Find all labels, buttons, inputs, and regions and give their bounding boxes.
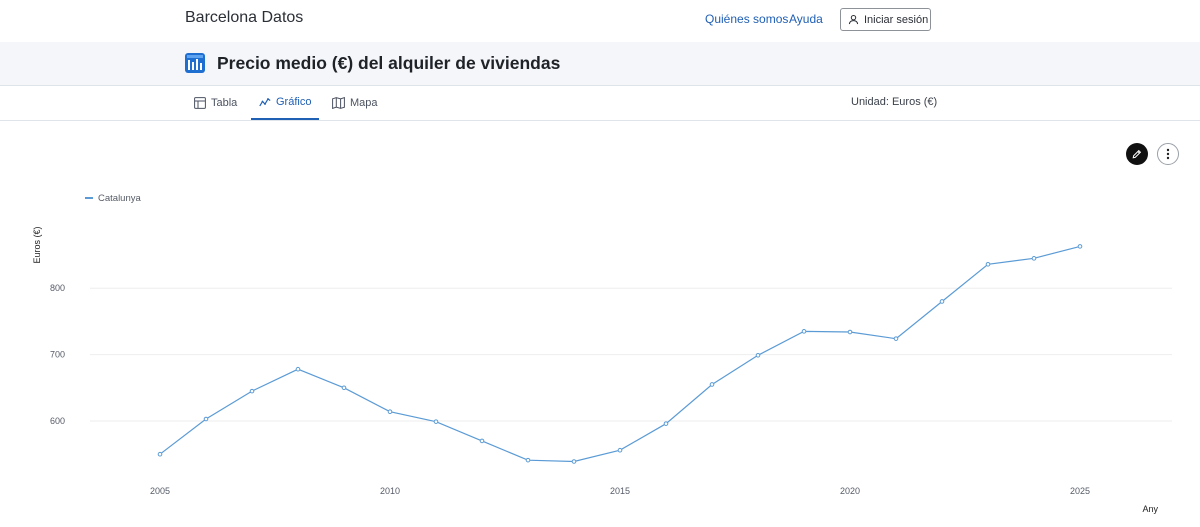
- tab-map-label: Mapa: [350, 97, 378, 109]
- data-point[interactable]: [479, 438, 485, 444]
- dataset-table-icon: [185, 53, 205, 73]
- grid-lines: [90, 287, 1172, 422]
- unit-label: Unidad: Euros (€): [851, 96, 938, 108]
- data-point[interactable]: [801, 329, 807, 334]
- tab-map[interactable]: Mapa: [324, 86, 386, 120]
- data-point[interactable]: [847, 329, 853, 335]
- data-point[interactable]: [939, 299, 945, 304]
- x-axis-ticks: 2005 2010 2015 2020 2025: [150, 486, 1090, 496]
- user-icon: [848, 14, 859, 25]
- view-tab-bar: Tabla Gráfico Mapa Unidad: Euros (€): [0, 86, 1200, 121]
- data-point[interactable]: [203, 416, 209, 422]
- data-point[interactable]: [157, 451, 163, 457]
- pencil-icon: [1132, 149, 1142, 159]
- y-tick-label: 800: [50, 283, 65, 293]
- table-icon: [194, 97, 206, 109]
- data-point[interactable]: [341, 385, 347, 391]
- data-point[interactable]: [893, 336, 899, 341]
- page-title: Precio medio (€) del alquiler de viviend…: [217, 53, 561, 73]
- data-point[interactable]: [709, 382, 715, 387]
- legend-label: Catalunya: [98, 193, 141, 204]
- more-options-button[interactable]: [1157, 143, 1179, 165]
- x-tick-label: 2025: [1070, 486, 1090, 496]
- data-point[interactable]: [249, 388, 255, 394]
- x-tick-label: 2015: [610, 486, 630, 496]
- data-point[interactable]: [1031, 256, 1037, 261]
- y-tick-label: 600: [50, 416, 65, 426]
- y-tick-label: 700: [50, 350, 65, 360]
- x-tick-label: 2010: [380, 486, 400, 496]
- nav-link-about[interactable]: Quiénes somos: [705, 12, 789, 26]
- data-point[interactable]: [755, 352, 761, 358]
- data-point[interactable]: [663, 421, 669, 426]
- nav-link-help[interactable]: Ayuda: [789, 12, 823, 26]
- login-button[interactable]: Iniciar sesión: [840, 8, 931, 31]
- tab-table[interactable]: Tabla: [186, 86, 245, 120]
- data-point[interactable]: [617, 447, 623, 453]
- tab-table-label: Tabla: [211, 97, 238, 109]
- data-point[interactable]: [295, 366, 301, 372]
- more-vertical-icon: [1166, 148, 1170, 160]
- tab-chart-label: Gráfico: [276, 96, 312, 108]
- data-point[interactable]: [525, 457, 531, 463]
- login-label: Iniciar sesión: [864, 13, 929, 26]
- map-icon: [332, 97, 345, 109]
- data-point[interactable]: [387, 409, 393, 415]
- x-tick-label: 2005: [150, 486, 170, 496]
- y-axis-ticks: 600 700 800: [50, 283, 65, 426]
- tab-chart[interactable]: Gráfico: [251, 86, 320, 120]
- series-catalunya: [157, 244, 1083, 464]
- edit-chart-button[interactable]: [1126, 143, 1148, 165]
- legend[interactable]: Catalunya: [85, 193, 141, 204]
- data-point[interactable]: [433, 419, 439, 424]
- brand-name[interactable]: Barcelona Datos: [185, 9, 304, 26]
- top-navigation-bar: Barcelona Datos Quiénes somos Ayuda Inic…: [0, 0, 1200, 42]
- y-axis-title: Euros (€): [32, 226, 42, 263]
- dataset-title-bar: Precio medio (€) del alquiler de viviend…: [0, 42, 1200, 86]
- data-point[interactable]: [1077, 244, 1083, 249]
- line-chart-icon: [259, 98, 271, 107]
- x-tick-label: 2020: [840, 486, 860, 496]
- data-point[interactable]: [571, 459, 577, 464]
- data-point[interactable]: [985, 261, 991, 267]
- x-axis-title: Any: [1142, 504, 1158, 514]
- series-line: [159, 245, 1081, 463]
